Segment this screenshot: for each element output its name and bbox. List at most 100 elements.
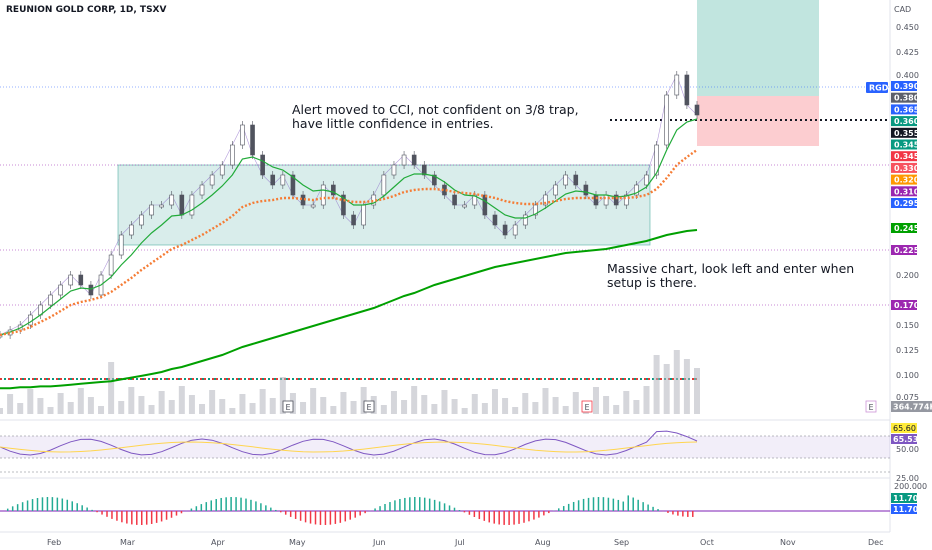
macd-bar [419,497,421,511]
annotation-line: setup is there. [607,275,697,290]
candle [694,104,700,116]
volume-bar [502,398,509,414]
macd-bar [518,511,520,524]
volume-bar [158,391,165,414]
macd-bar [339,511,342,523]
candle [553,184,558,196]
volume-bar [461,408,468,414]
macd-bar [121,511,123,523]
volume-bar [47,407,54,414]
candle [351,214,356,226]
macd-bar [155,511,158,523]
macd-bar [56,497,59,511]
macd-bar [141,511,143,525]
candle [391,164,397,176]
volume-bar [128,387,135,414]
volume-bar [390,391,397,414]
candle [462,204,467,208]
volume-bar [633,400,640,414]
macd-bar [329,511,332,525]
macd-bar [647,504,649,511]
macd-bar [190,508,193,511]
macd-bar [572,501,575,511]
macd-bar [394,500,396,511]
macd-bar [324,511,327,525]
candle [573,174,579,186]
candle [240,124,245,146]
rsi-line [0,430,698,456]
price-tick-label: 0.100 [896,371,919,380]
price-tag [891,139,917,150]
time-tick-label: Apr [211,538,226,547]
macd-bar [280,511,282,513]
macd-bar [36,498,39,511]
price-tick-label: 0.425 [896,48,919,57]
macd-bar [344,511,347,522]
candle [593,194,599,206]
macd-bar [215,499,217,511]
macd-bar [299,511,302,521]
macd-bar [652,506,654,511]
candle [139,214,144,226]
candle [149,204,154,216]
macd-bar [260,503,262,511]
candle [533,204,538,216]
macd-bar [612,498,615,511]
annotation-line: have little confidence in entries. [292,116,494,131]
candle [634,184,639,196]
earnings-marker[interactable]: E [282,400,294,413]
svg-text:E: E [286,403,291,412]
macd-bar [26,500,29,511]
earnings-marker[interactable]: E [581,400,593,413]
volume-bar [178,386,185,414]
macd-bar [210,500,212,511]
macd-bar [503,511,505,525]
macd-bar [116,511,118,521]
volume-bar [219,399,226,414]
volume-bar [87,397,94,414]
price-tag-label: 0.345 [894,141,920,150]
macd-bar [543,511,545,516]
svg-text:65.60: 65.60 [893,424,916,433]
svg-text:11.705: 11.705 [893,505,924,514]
earnings-marker[interactable]: E [363,400,375,413]
volume-bar [421,395,428,414]
macd-bar [195,506,198,511]
macd-bar [205,502,208,511]
macd-bar [111,511,113,519]
macd-bar [374,508,376,511]
macd-bar [314,511,317,525]
macd-bar [31,499,34,511]
macd-bar [498,511,500,525]
macd-bar [523,511,525,523]
annotation-line: Alert moved to CCI, not confident on 3/8… [292,102,579,117]
macd-bar [304,511,307,523]
macd-bar [513,511,515,525]
price-tag [891,198,917,208]
macd-bar [642,502,644,511]
macd-bar [423,497,426,511]
macd-bar [692,511,694,517]
macd-bar [240,497,242,511]
svg-text:E: E [367,403,372,412]
price-tag-label: 0.365 [894,105,920,114]
candle [664,94,669,146]
price-tag-label: 0.310 [894,187,920,196]
candle [108,254,114,276]
stop-zone [697,96,819,146]
macd-bar [51,497,54,511]
volume-bars [0,350,700,414]
volume-bar [138,396,145,414]
earnings-marker[interactable]: E [865,400,877,413]
price-tag-label: 0.225 [894,246,920,255]
candle [341,194,346,216]
volume-bar [673,350,680,414]
macd-bar [682,511,684,517]
macd-bar [126,511,128,524]
macd-bar [11,506,14,511]
candle [48,294,53,306]
time-tick-label: Nov [780,538,796,547]
macd-bar [265,505,267,511]
svg-text:65.53: 65.53 [893,435,918,444]
volume-bar [249,403,256,414]
